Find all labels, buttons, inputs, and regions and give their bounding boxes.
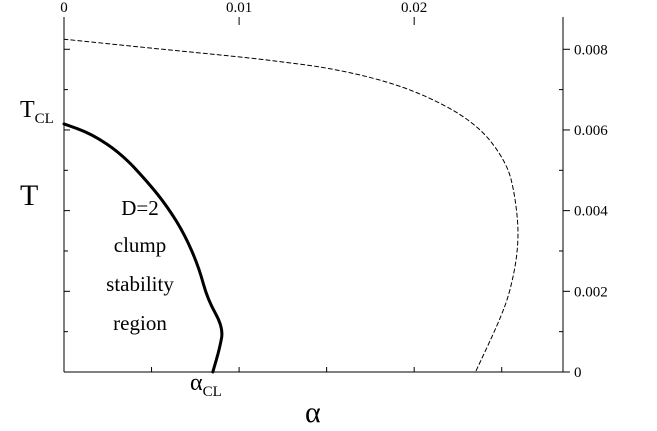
region-label-line-1: D=2	[121, 196, 159, 220]
alpha-cl-main: α	[190, 370, 203, 396]
region-label-line-2: clump	[114, 233, 167, 257]
region-label-line-3: stability	[106, 272, 174, 296]
clump-stability-boundary-line	[62, 122, 224, 374]
dashed-boundary-line	[63, 38, 519, 373]
y-tick-label: 0.002	[574, 284, 608, 300]
t-cl-annotation: TCL	[20, 97, 54, 127]
x-tick-label: 0.01	[226, 0, 252, 16]
x-axis-label: α	[305, 396, 321, 429]
y-tick-label: 0.008	[574, 42, 608, 58]
y-tick-label: 0.004	[574, 204, 608, 220]
y-axis-label: T	[20, 179, 38, 212]
y-tick-label: 0	[574, 365, 582, 381]
t-cl-sub: CL	[35, 111, 54, 127]
x-tick-label: 0	[60, 0, 68, 16]
alpha-cl-sub: CL	[203, 384, 222, 400]
region-label-line-4: region	[113, 311, 167, 335]
y-tick-label: 0.006	[574, 123, 608, 139]
t-cl-main: T	[20, 97, 35, 123]
x-tick-label: 0.02	[401, 0, 427, 16]
alpha-cl-annotation: αCL	[190, 370, 222, 400]
